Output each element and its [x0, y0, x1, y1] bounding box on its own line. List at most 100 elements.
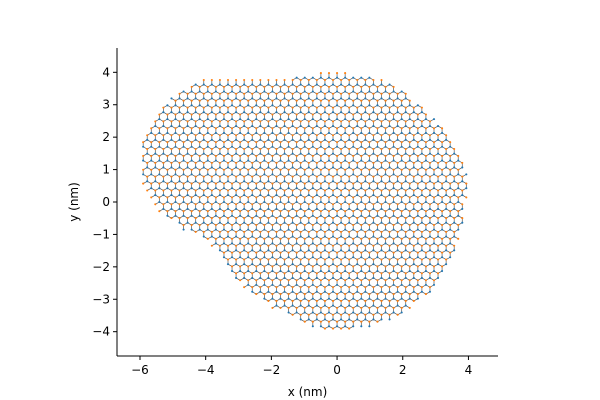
data-point	[291, 138, 294, 141]
data-point	[384, 297, 387, 300]
data-point	[360, 293, 363, 296]
data-point	[400, 118, 403, 121]
data-point	[267, 276, 270, 280]
data-point	[214, 118, 217, 121]
data-point	[226, 207, 230, 210]
data-point	[364, 313, 367, 316]
data-point	[356, 263, 359, 266]
data-point	[356, 318, 359, 321]
data-point	[291, 83, 294, 86]
data-point	[352, 200, 355, 204]
data-point	[311, 293, 314, 296]
data-point	[412, 230, 415, 233]
data-point	[412, 244, 415, 247]
data-point	[336, 251, 339, 254]
data-point	[291, 221, 294, 224]
data-point	[303, 242, 306, 245]
data-point	[356, 249, 359, 252]
data-point	[392, 113, 395, 116]
data-point	[453, 161, 456, 164]
data-point	[218, 152, 221, 155]
data-point	[182, 99, 185, 102]
data-point	[247, 251, 250, 254]
data-point	[400, 145, 403, 148]
data-point	[214, 113, 217, 116]
data-point	[210, 92, 213, 95]
data-point	[243, 235, 246, 238]
data-point	[380, 175, 383, 178]
data-point	[388, 148, 391, 151]
data-point	[259, 134, 262, 137]
data-point	[412, 180, 415, 183]
data-point	[291, 263, 294, 266]
data-point	[336, 113, 339, 116]
data-point	[291, 299, 294, 303]
data-point	[247, 90, 250, 93]
data-point	[388, 180, 391, 183]
data-point	[239, 223, 242, 227]
data-point	[319, 90, 322, 93]
data-point	[275, 134, 278, 137]
data-point	[424, 173, 427, 176]
data-point	[214, 210, 217, 213]
data-point	[441, 251, 444, 254]
data-point	[230, 214, 234, 217]
data-point	[315, 299, 318, 303]
data-point	[404, 217, 407, 220]
x-ticks: −6 −4 −2 0 2 4	[131, 356, 472, 377]
data-point	[243, 134, 246, 137]
data-point	[457, 154, 460, 158]
data-point	[396, 138, 399, 141]
data-point	[186, 180, 189, 183]
data-point	[222, 141, 226, 144]
data-point	[368, 306, 371, 309]
data-point	[400, 99, 403, 102]
data-point	[376, 297, 379, 300]
data-point	[267, 161, 270, 164]
data-point	[352, 127, 355, 130]
data-point	[319, 141, 322, 144]
data-point	[340, 189, 343, 192]
data-point	[146, 189, 149, 192]
data-point	[267, 217, 270, 220]
data-point	[190, 118, 193, 121]
data-point	[384, 173, 387, 176]
data-point	[222, 237, 226, 240]
data-point	[170, 217, 173, 220]
data-point	[408, 141, 411, 144]
data-point	[436, 152, 440, 155]
data-point	[226, 138, 230, 141]
data-point	[226, 258, 230, 261]
data-point	[315, 111, 318, 114]
data-point	[307, 263, 310, 266]
data-point	[251, 203, 254, 206]
data-point	[412, 138, 415, 141]
data-point	[348, 318, 351, 321]
data-point	[226, 124, 230, 128]
data-point	[380, 78, 383, 82]
data-point	[251, 134, 254, 137]
data-point	[283, 235, 286, 238]
data-point	[368, 237, 371, 240]
data-point	[194, 97, 197, 100]
data-point	[327, 242, 331, 245]
data-point	[295, 131, 298, 134]
data-point	[404, 235, 407, 238]
data-point	[206, 168, 209, 171]
data-point	[251, 194, 254, 197]
data-point	[218, 221, 221, 224]
data-point	[291, 111, 294, 114]
data-point	[344, 210, 347, 213]
data-point	[255, 99, 258, 102]
data-point	[279, 182, 282, 185]
data-point	[327, 145, 331, 148]
data-point	[283, 272, 286, 275]
data-point	[392, 223, 395, 227]
data-point	[352, 90, 355, 93]
data-point	[348, 258, 351, 261]
data-point	[336, 279, 339, 282]
data-point	[170, 152, 173, 155]
data-point	[263, 90, 266, 93]
data-point	[271, 187, 274, 190]
data-point	[432, 237, 436, 240]
